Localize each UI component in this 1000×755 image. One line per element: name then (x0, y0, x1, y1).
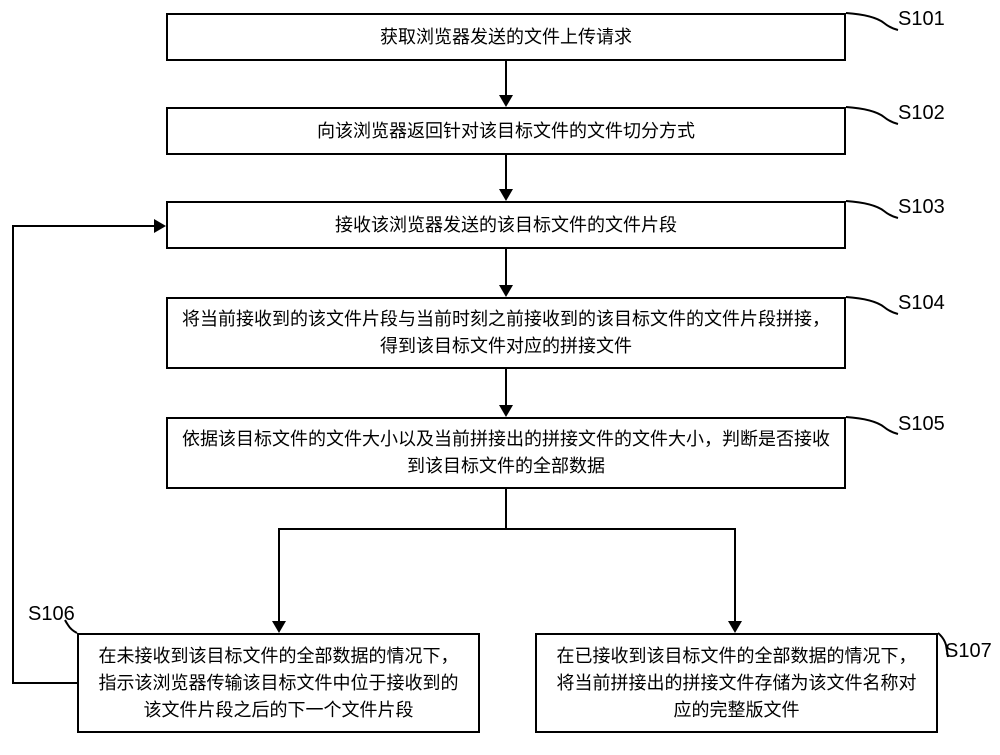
curve-s107 (938, 633, 958, 661)
loop-line-h2 (12, 225, 154, 227)
node-s102: 向该浏览器返回针对该目标文件的文件切分方式 (166, 107, 846, 155)
node-s107-text: 在已接收到该目标文件的全部数据的情况下，将当前拼接出的拼接文件存储为该文件名称对… (549, 643, 924, 724)
loop-head-right (154, 219, 166, 233)
label-s102: S102 (898, 102, 945, 125)
arrow-5-6-v2 (278, 528, 280, 621)
node-s105-text: 依据该目标文件的文件大小以及当前拼接出的拼接文件的文件大小，判断是否接收到该目标… (180, 426, 832, 480)
node-s107: 在已接收到该目标文件的全部数据的情况下，将当前拼接出的拼接文件存储为该文件名称对… (535, 633, 938, 733)
arrow-5-7-v (734, 528, 736, 621)
node-s104-text: 将当前接收到的该文件片段与当前时刻之前接收到的该目标文件的文件片段拼接，得到该目… (180, 306, 832, 360)
arrow-5-6-head (272, 621, 286, 633)
node-s101-text: 获取浏览器发送的文件上传请求 (380, 24, 632, 51)
node-s103: 接收该浏览器发送的该目标文件的文件片段 (166, 201, 846, 249)
label-s103: S103 (898, 196, 945, 219)
label-s105: S105 (898, 413, 945, 436)
curve-s105 (846, 417, 901, 437)
node-s106-text: 在未接收到该目标文件的全部数据的情况下，指示该浏览器传输该目标文件中位于接收到的… (91, 643, 466, 724)
label-s101: S101 (898, 8, 945, 31)
arrow-5-6-v1 (505, 489, 507, 530)
node-s104: 将当前接收到的该文件片段与当前时刻之前接收到的该目标文件的文件片段拼接，得到该目… (166, 297, 846, 369)
arrow-2-3-head (499, 189, 513, 201)
curve-s103 (846, 201, 901, 221)
arrow-5-7-h (505, 528, 736, 530)
arrow-5-7-head (728, 621, 742, 633)
node-s102-text: 向该浏览器返回针对该目标文件的文件切分方式 (317, 118, 695, 145)
curve-s101 (846, 13, 901, 33)
label-s104: S104 (898, 292, 945, 315)
arrow-1-2-head (499, 95, 513, 107)
loop-line-v (12, 225, 14, 684)
arrow-4-5-head (499, 405, 513, 417)
arrow-3-4 (505, 249, 507, 285)
arrow-1-2 (505, 61, 507, 95)
curve-s104 (846, 297, 901, 317)
curve-s106 (65, 620, 85, 640)
curve-s102 (846, 107, 901, 127)
loop-line-h1 (12, 682, 77, 684)
node-s103-text: 接收该浏览器发送的该目标文件的文件片段 (335, 212, 677, 239)
arrow-4-5 (505, 369, 507, 405)
node-s105: 依据该目标文件的文件大小以及当前拼接出的拼接文件的文件大小，判断是否接收到该目标… (166, 417, 846, 489)
node-s106: 在未接收到该目标文件的全部数据的情况下，指示该浏览器传输该目标文件中位于接收到的… (77, 633, 480, 733)
arrow-3-4-head (499, 285, 513, 297)
node-s101: 获取浏览器发送的文件上传请求 (166, 13, 846, 61)
arrow-2-3 (505, 155, 507, 189)
arrow-5-6-h (278, 528, 507, 530)
